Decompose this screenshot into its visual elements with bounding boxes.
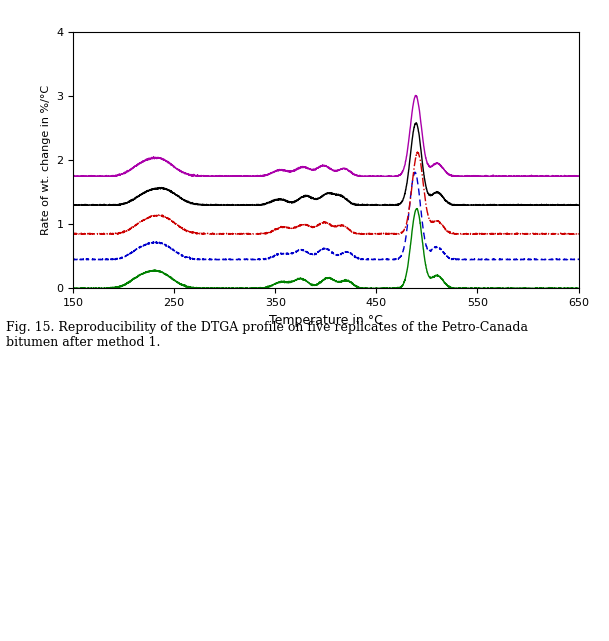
Text: Fig. 15. Reproducibility of the DTGA profile on five replicates of the Petro-Can: Fig. 15. Reproducibility of the DTGA pro… [6, 320, 528, 349]
Y-axis label: Rate of wt. change in %/°C: Rate of wt. change in %/°C [41, 85, 51, 235]
X-axis label: Temperature in °C: Temperature in °C [269, 313, 382, 327]
